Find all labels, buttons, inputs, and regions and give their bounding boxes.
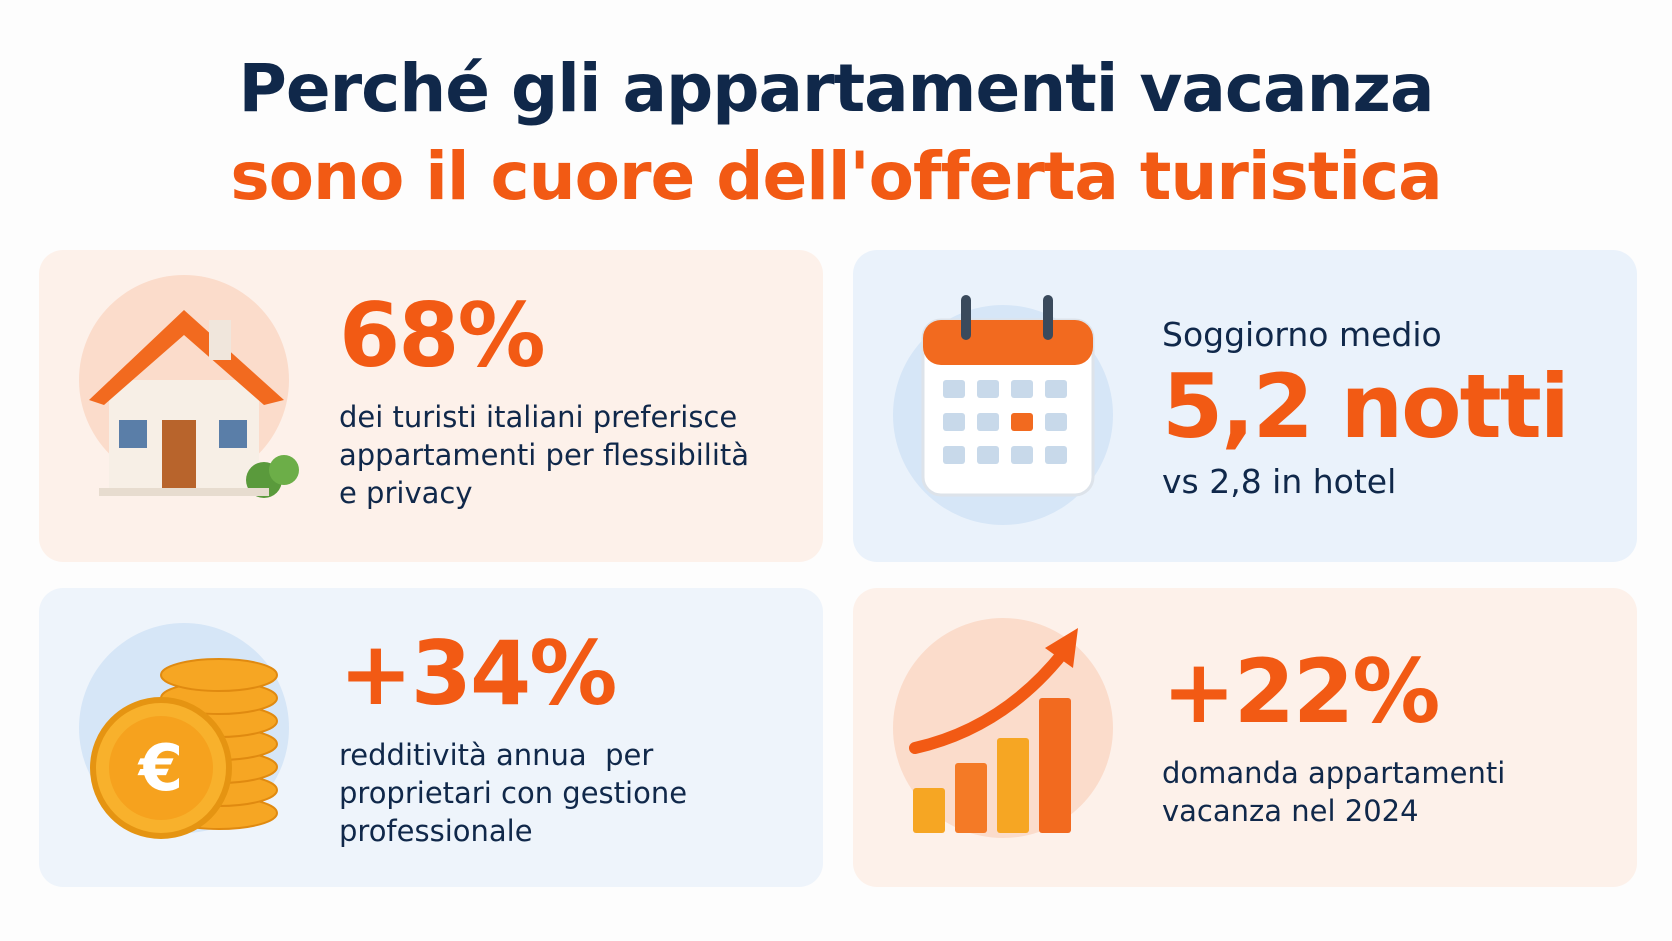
desc-line: dei turisti italiani preferisce: [339, 400, 738, 434]
house-icon: [79, 275, 299, 498]
label: Soggiorno medio: [1162, 315, 1442, 354]
stat: +34%: [339, 622, 617, 725]
coins-icon: €: [79, 623, 289, 839]
desc-line: e privacy: [339, 476, 473, 510]
stat: 5,2 notti: [1162, 355, 1570, 458]
card: 68% dei turisti italiani preferisce appa…: [39, 250, 823, 562]
card: Soggiorno medio 5,2 notti vs 2,8 in hote…: [853, 250, 1637, 562]
desc-line: redditività annua per: [339, 738, 654, 772]
desc-line: vacanza nel 2024: [1162, 794, 1419, 828]
stat: 68%: [339, 284, 546, 387]
desc-line: vs 2,8 in hotel: [1162, 462, 1397, 501]
desc-line: proprietari con gestione: [339, 776, 688, 810]
growth-icon: [893, 618, 1113, 838]
desc-line: domanda appartamenti: [1162, 756, 1506, 790]
stat: +22%: [1162, 640, 1440, 743]
card: +22% domanda appartamenti vacanza nel 20…: [853, 588, 1637, 887]
svg-text:€: €: [137, 732, 184, 806]
card: € +34% redditività annua per proprietari…: [39, 588, 823, 887]
subtitle: sono il cuore dell'offerta turistica: [230, 138, 1442, 215]
desc-line: appartamenti per flessibilità: [339, 438, 750, 472]
title: Perché gli appartamenti vacanza: [238, 50, 1434, 127]
calendar-icon: [893, 295, 1113, 525]
desc-line: professionale: [339, 814, 533, 848]
